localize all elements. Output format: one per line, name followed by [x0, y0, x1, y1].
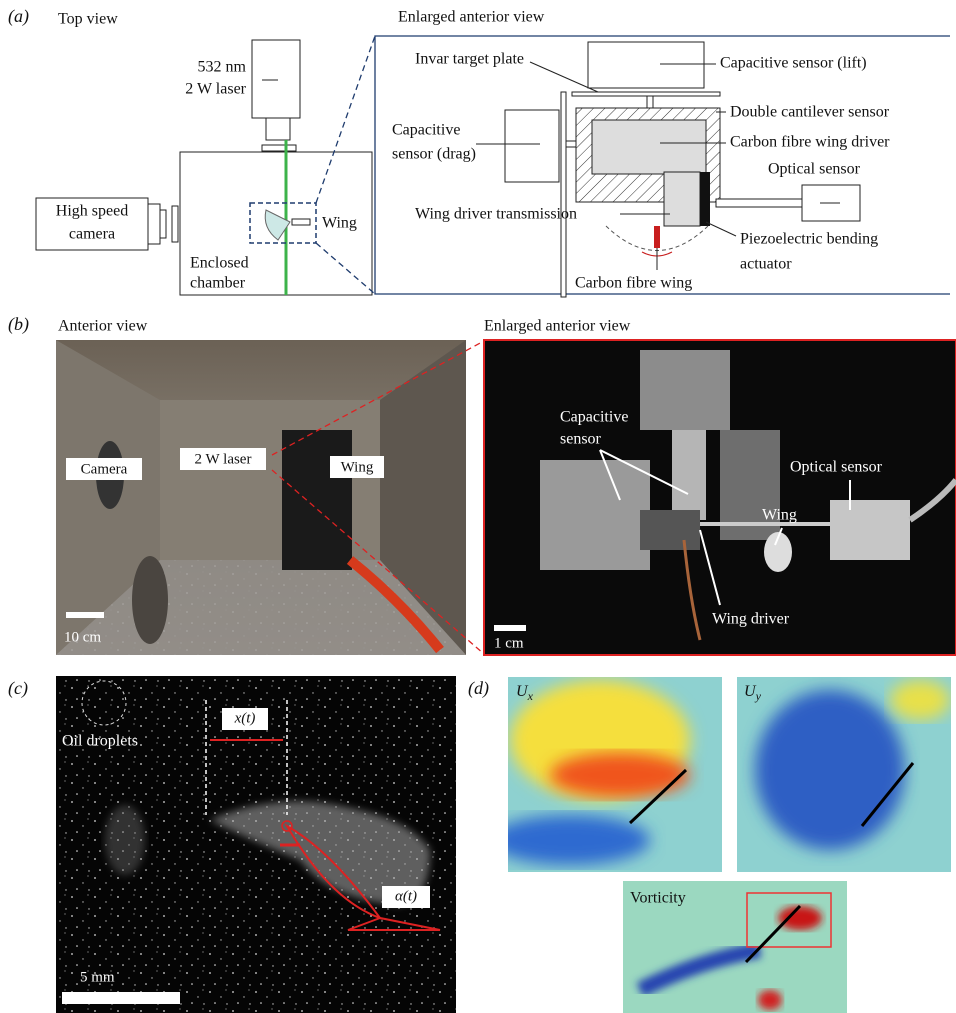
- map-blob: [550, 753, 690, 797]
- body: { "panel_a": { "label": "(a)", "top_view…: [0, 0, 956, 1013]
- chamber-window: [172, 206, 178, 242]
- transmission: [664, 172, 700, 226]
- component-label: Carbon fibre wing: [575, 275, 692, 292]
- scale-label: 1 cm: [494, 635, 524, 651]
- component-label: Wing driver transmission: [415, 206, 577, 223]
- chamber-label: Enclosed: [190, 255, 249, 272]
- piezo-actuator: [700, 172, 710, 226]
- photo-tag: Wing: [341, 459, 374, 475]
- panel-title: Anterior view: [58, 318, 148, 335]
- scale-bar: [494, 625, 526, 631]
- target-plate: [572, 92, 720, 96]
- photo-tag: Wing driver: [712, 611, 790, 628]
- component-label: Capacitive sensor (lift): [720, 55, 867, 72]
- optical-rod: [716, 199, 802, 207]
- photo-tag: α(t): [395, 888, 417, 904]
- map-title: Vorticity: [630, 890, 686, 907]
- photo-sensor: [830, 500, 910, 560]
- photo-tag: 2 W laser: [195, 451, 252, 467]
- laser-label: 532 nm: [198, 59, 247, 76]
- connector: [566, 141, 576, 147]
- component-label: Invar target plate: [415, 51, 524, 68]
- map-blob: [890, 680, 950, 720]
- component-label: sensor (drag): [392, 146, 476, 163]
- scale-bar: [66, 612, 104, 618]
- map-blob: [490, 815, 650, 865]
- scale-label: 10 cm: [64, 629, 101, 645]
- panel-c: (c) Oil droplets x(t) α(t) 5 mm: [8, 676, 456, 1013]
- map-blob: [778, 906, 822, 930]
- photo-tag: Optical sensor: [790, 459, 883, 476]
- figure: (a) Top view 532 nm 2 W laser Wing Enclo…: [0, 0, 956, 1013]
- enlarged-title: Enlarged anterior view: [398, 9, 545, 26]
- photo-rig: [282, 430, 352, 570]
- photo-part: [640, 510, 700, 550]
- component-label: Optical sensor: [768, 161, 861, 178]
- panel-label: (b): [8, 314, 29, 335]
- scale-bar: [62, 992, 180, 1004]
- connector: [647, 96, 653, 108]
- leader: [706, 222, 736, 236]
- panel-title: Enlarged anterior view: [484, 318, 631, 335]
- photo-tag: sensor: [560, 431, 602, 448]
- drag-sensor: [505, 110, 559, 182]
- subscript: x: [527, 689, 534, 703]
- drag-plate: [561, 92, 566, 297]
- photo-tag: Camera: [81, 461, 128, 477]
- component-label: Piezoelectric bending: [740, 231, 878, 248]
- component-label: actuator: [740, 256, 792, 273]
- subscript: y: [755, 689, 762, 703]
- scale-label: 5 mm: [80, 969, 115, 985]
- camera-label: camera: [69, 226, 115, 243]
- laser-nozzle: [266, 118, 290, 140]
- photo-part: [672, 430, 706, 520]
- component-label: Capacitive: [392, 122, 460, 139]
- photo-tag: Wing: [762, 507, 797, 524]
- panel-label: (a): [8, 6, 29, 27]
- wing-label: Wing: [322, 215, 357, 232]
- camera-lens: [148, 204, 160, 244]
- panel-d: (d) Ux Uy Vorticity: [468, 677, 951, 1013]
- wing-driver: [292, 219, 310, 225]
- component-label: Carbon fibre wing driver: [730, 134, 890, 151]
- uy-map: [737, 677, 951, 872]
- photo-part: [640, 350, 730, 430]
- camera-lens: [160, 210, 166, 238]
- carbon-wing: [654, 226, 660, 248]
- panel-label: (c): [8, 678, 28, 699]
- photo-tag: Capacitive: [560, 409, 628, 426]
- panel-title: Top view: [58, 11, 118, 28]
- panel-label: (d): [468, 678, 489, 699]
- chamber-label: chamber: [190, 275, 246, 292]
- lift-sensor: [588, 42, 704, 88]
- camera-label: High speed: [56, 203, 128, 220]
- photo-tag: x(t): [234, 710, 256, 726]
- ux-map: [490, 677, 722, 872]
- photo-part: [540, 460, 650, 570]
- map-blob: [755, 690, 905, 850]
- laser-label: 2 W laser: [185, 81, 246, 98]
- wing-driver-body: [592, 120, 706, 174]
- window: [262, 145, 296, 151]
- photo-tag: Oil droplets: [62, 733, 138, 750]
- panel-a: (a) Top view 532 nm 2 W laser Wing Enclo…: [8, 6, 950, 297]
- panel-b: (b) Anterior view Enlarged anterior view…: [8, 314, 956, 655]
- component-label: Double cantilever sensor: [730, 104, 890, 121]
- vortex-cloud: [105, 805, 145, 875]
- photo-object: [132, 556, 168, 644]
- page: Figure html, body { margin: 0; padding: …: [0, 0, 956, 1013]
- map-blob: [758, 990, 782, 1010]
- laser-box: [252, 40, 300, 118]
